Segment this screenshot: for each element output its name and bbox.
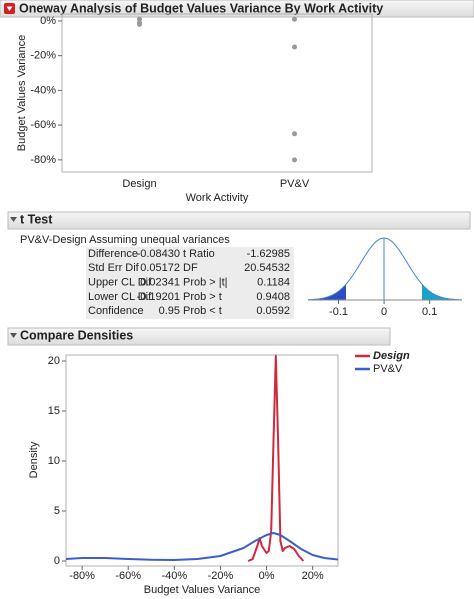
x-tick-label: 20% (302, 570, 324, 582)
x-tick-label: -0.1 (329, 306, 348, 318)
plot-frame (61, 13, 373, 173)
x-tick-label: 0% (259, 570, 275, 582)
t-plot: -0.1 0 0.1 (308, 237, 462, 318)
x-tick-label: -60% (115, 570, 141, 582)
x-tick-label: -40% (161, 570, 187, 582)
legend-label: Design (373, 350, 410, 362)
y-tick-label: 10 (48, 455, 60, 467)
y-tick-label: -60% (30, 119, 56, 131)
x-axis-label: Budget Values Variance (144, 584, 260, 596)
legend-label: PV&V (373, 363, 403, 375)
density-line (247, 355, 305, 562)
table-bg (86, 247, 294, 319)
point (137, 21, 142, 27)
table-cell: 0.1184 (257, 277, 290, 289)
t-curve (308, 237, 462, 301)
y-tick-label: -40% (30, 84, 56, 96)
section-title: t Test (20, 212, 53, 226)
table-cell: 0.02341 (140, 277, 180, 289)
table-cell: 0.95 (159, 305, 180, 317)
table-cell: 0.9408 (256, 291, 290, 303)
x-axis-label: Work Activity (186, 192, 249, 204)
y-tick-label: 0% (40, 15, 56, 27)
section-title: Compare Densities (20, 328, 133, 342)
table-cell: t Ratio (183, 248, 215, 260)
point (292, 157, 297, 163)
section-bar (7, 211, 471, 230)
table-cell: -0.19201 (137, 291, 180, 303)
report-title: Oneway Analysis of Budget Values Varianc… (19, 1, 383, 15)
table-cell: 20.54532 (244, 262, 290, 274)
disclosure-icon[interactable] (10, 333, 17, 338)
density-line (65, 532, 339, 561)
plot-frame (65, 354, 339, 567)
tail-right (422, 284, 462, 300)
tail-left (308, 284, 346, 300)
y-tick-label: -20% (30, 50, 56, 62)
y-axis-label: Budget Values Variance (16, 35, 28, 151)
point (292, 44, 297, 50)
table-cell: -1.62985 (247, 248, 290, 260)
table-cell: -0.08430 (137, 248, 180, 260)
table-cell: 0.0592 (256, 305, 290, 317)
x-tick-label: 0.1 (422, 306, 437, 318)
point (137, 16, 142, 22)
y-tick-label: 15 (48, 405, 60, 417)
y-tick-label: -80% (30, 154, 56, 166)
y-tick-label: 20 (48, 355, 60, 367)
table-cell: Lower CL Dif (88, 291, 152, 303)
menu-arrow (6, 6, 13, 11)
x-tick-label: -80% (69, 570, 95, 582)
table-cell: Difference (88, 248, 138, 260)
section-bar (7, 327, 391, 346)
t-test-subtitle: PV&V-Design Assuming unequal variances (20, 234, 230, 246)
table-cell: Prob > |t| (183, 277, 228, 289)
table-cell: DF (183, 262, 198, 274)
x-tick-label: -20% (208, 570, 234, 582)
y-tick-label: 5 (54, 505, 60, 517)
table-cell: Prob < t (183, 305, 222, 317)
y-axis-label: Density (28, 441, 40, 478)
y-tick-label: 0 (54, 555, 60, 567)
point (292, 131, 297, 137)
x-tick-label: PV&V (280, 178, 310, 190)
table-cell: 0.05172 (140, 262, 180, 274)
header-bar (0, 0, 474, 18)
table-cell: Confidence (88, 305, 144, 317)
disclosure-icon[interactable] (10, 217, 17, 222)
x-tick-label: Design (122, 178, 156, 190)
table-cell: Std Err Dif (88, 262, 140, 274)
table-cell: Prob > t (183, 291, 222, 303)
x-tick-label: 0 (381, 306, 387, 318)
point (292, 16, 297, 22)
table-cell: Upper CL Dif (88, 277, 152, 289)
